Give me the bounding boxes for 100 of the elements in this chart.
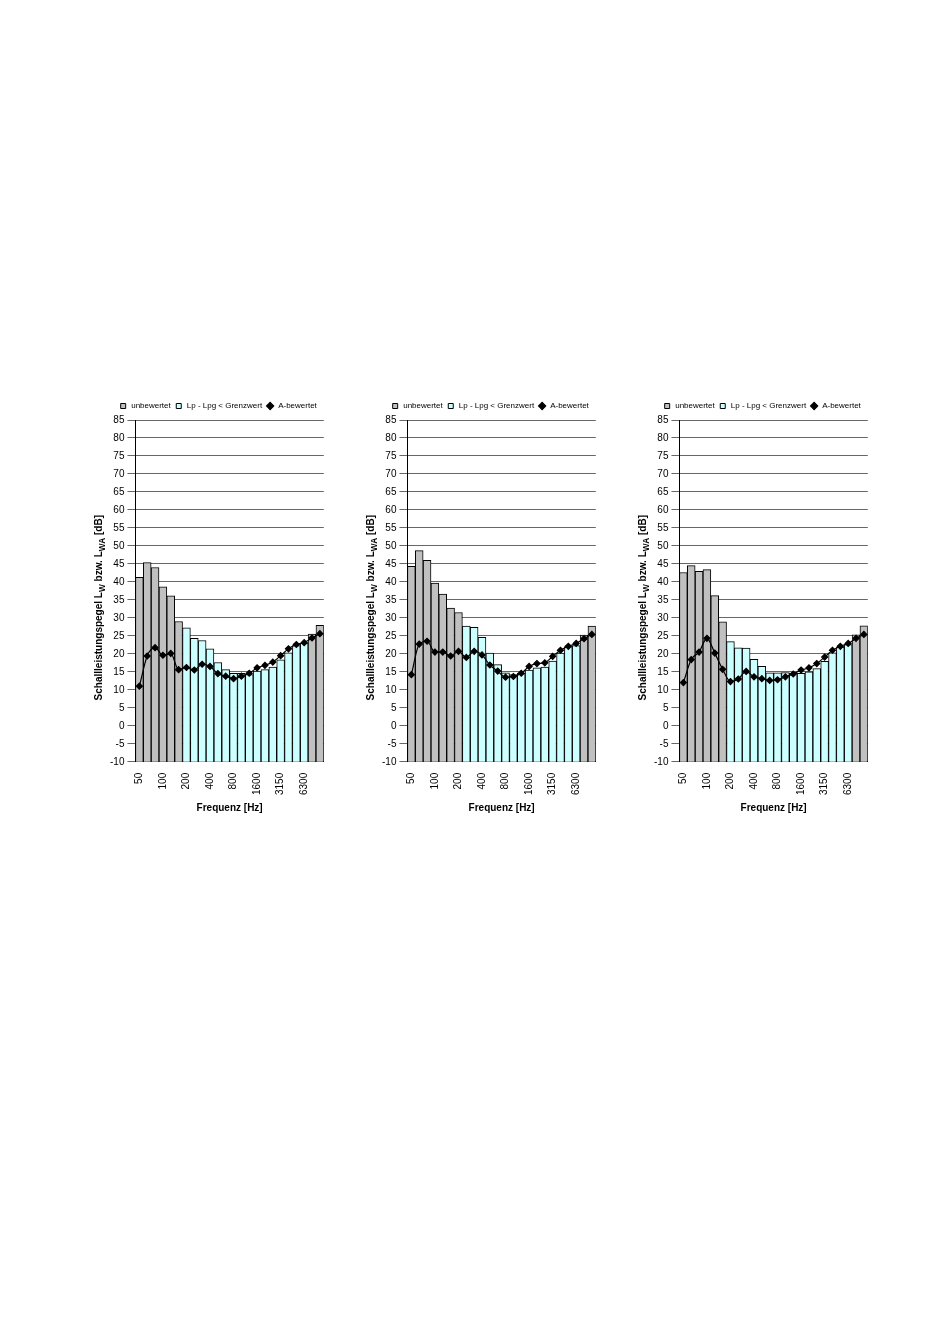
y-tick-label: 30: [657, 611, 669, 623]
y-tick-label: 5: [118, 701, 125, 713]
x-tick-label: 50: [405, 772, 417, 784]
point: [269, 658, 277, 666]
y-tick-label: 25: [657, 629, 669, 641]
point: [821, 653, 829, 661]
y-tick-label: 25: [385, 629, 397, 641]
legend-label: unbewertet: [131, 401, 172, 411]
x-tick-label: 1600: [250, 772, 262, 795]
y-tick-label: 35: [385, 593, 397, 605]
x-tick-label: 200: [180, 772, 192, 790]
y-tick-label: -5: [387, 737, 397, 749]
y-tick-label: 80: [657, 431, 669, 443]
x-tick-label: 50: [133, 772, 145, 784]
x-tick-label: 3150: [818, 772, 830, 795]
y-tick-label: 50: [657, 539, 669, 551]
y-tick-label: 85: [657, 413, 669, 425]
y-tick-label: 60: [113, 503, 125, 515]
point: [789, 670, 797, 678]
y-tick-label: 25: [113, 629, 125, 641]
y-tick-label: 15: [385, 665, 397, 677]
y-tick-label: 65: [113, 485, 125, 497]
y-tick-label: 40: [113, 575, 125, 587]
y-tick-label: 80: [113, 431, 125, 443]
y-tick-label: -5: [115, 737, 125, 749]
x-tick-label: 200: [724, 772, 736, 790]
y-tick-label: -5: [659, 737, 669, 749]
point: [143, 652, 151, 660]
y-tick-label: 45: [657, 557, 669, 569]
point: [175, 666, 183, 674]
y-tick-label: 30: [385, 611, 397, 623]
y-tick-label: -10: [382, 755, 397, 767]
y-tick-label: 5: [390, 701, 397, 713]
x-tick-label: 6300: [841, 772, 853, 795]
x-tick-label: 100: [700, 772, 712, 790]
point: [828, 646, 837, 654]
point: [541, 659, 549, 667]
y-tick-label: 0: [662, 719, 669, 731]
y-tick-label: 85: [113, 413, 125, 425]
y-tick-label: 75: [385, 449, 397, 461]
point: [860, 630, 868, 639]
y-tick-label: 0: [390, 719, 397, 731]
point: [478, 651, 486, 659]
point: [261, 661, 269, 669]
x-tick-label: 800: [771, 772, 783, 790]
y-tick-label: 35: [657, 593, 669, 605]
y-tick-label: 0: [118, 719, 125, 731]
x-tick-label: 50: [677, 772, 689, 784]
point: [229, 675, 238, 683]
point: [316, 630, 324, 638]
point: [167, 649, 175, 658]
point: [711, 649, 719, 657]
y-tick-label: -10: [110, 755, 125, 767]
point: [766, 676, 774, 685]
y-tick-label: 65: [385, 485, 397, 497]
x-tick-label: 100: [428, 772, 440, 790]
point: [277, 652, 285, 660]
legend-label: unbewertet: [675, 401, 716, 411]
point: [300, 639, 308, 647]
point: [501, 673, 510, 681]
point: [580, 635, 588, 643]
legend-label: A-bewertet: [822, 401, 862, 411]
point: [190, 666, 198, 674]
point: [245, 669, 253, 677]
point: [813, 659, 821, 668]
point: [556, 646, 565, 654]
point: [517, 669, 525, 677]
x-axis-title: Frequenz [Hz]: [196, 801, 263, 813]
x-tick-label: 200: [452, 772, 464, 790]
point: [773, 676, 782, 684]
x-tick-label: 400: [203, 772, 215, 790]
y-tick-label: 70: [385, 467, 397, 479]
point: [758, 675, 766, 683]
x-axis-title: Frequenz [Hz]: [468, 801, 535, 813]
x-tick-label: 3150: [546, 772, 558, 795]
point: [447, 652, 455, 660]
y-tick-label: 5: [662, 701, 669, 713]
x-tick-label: 1600: [522, 772, 534, 795]
point: [135, 682, 143, 690]
point: [588, 630, 596, 639]
y-tick-label: 10: [113, 683, 125, 695]
point: [222, 672, 230, 680]
y-tick-label: 85: [385, 413, 397, 425]
point: [564, 642, 572, 650]
point: [533, 659, 541, 668]
y-tick-label: 50: [113, 539, 125, 551]
point: [509, 672, 517, 681]
point: [742, 667, 750, 676]
y-tick-label: 10: [385, 683, 397, 695]
legend-label: unbewertet: [403, 401, 444, 411]
y-tick-label: 55: [113, 521, 125, 533]
point: [462, 653, 470, 662]
y-tick-label: 60: [657, 503, 669, 515]
y-tick-label: 30: [113, 611, 125, 623]
x-tick-label: 100: [156, 772, 168, 790]
y-tick-label: 20: [657, 647, 669, 659]
point: [159, 651, 167, 659]
x-tick-label: 6300: [297, 772, 309, 795]
y-tick-label: 60: [385, 503, 397, 515]
x-tick-label: 400: [747, 772, 759, 790]
